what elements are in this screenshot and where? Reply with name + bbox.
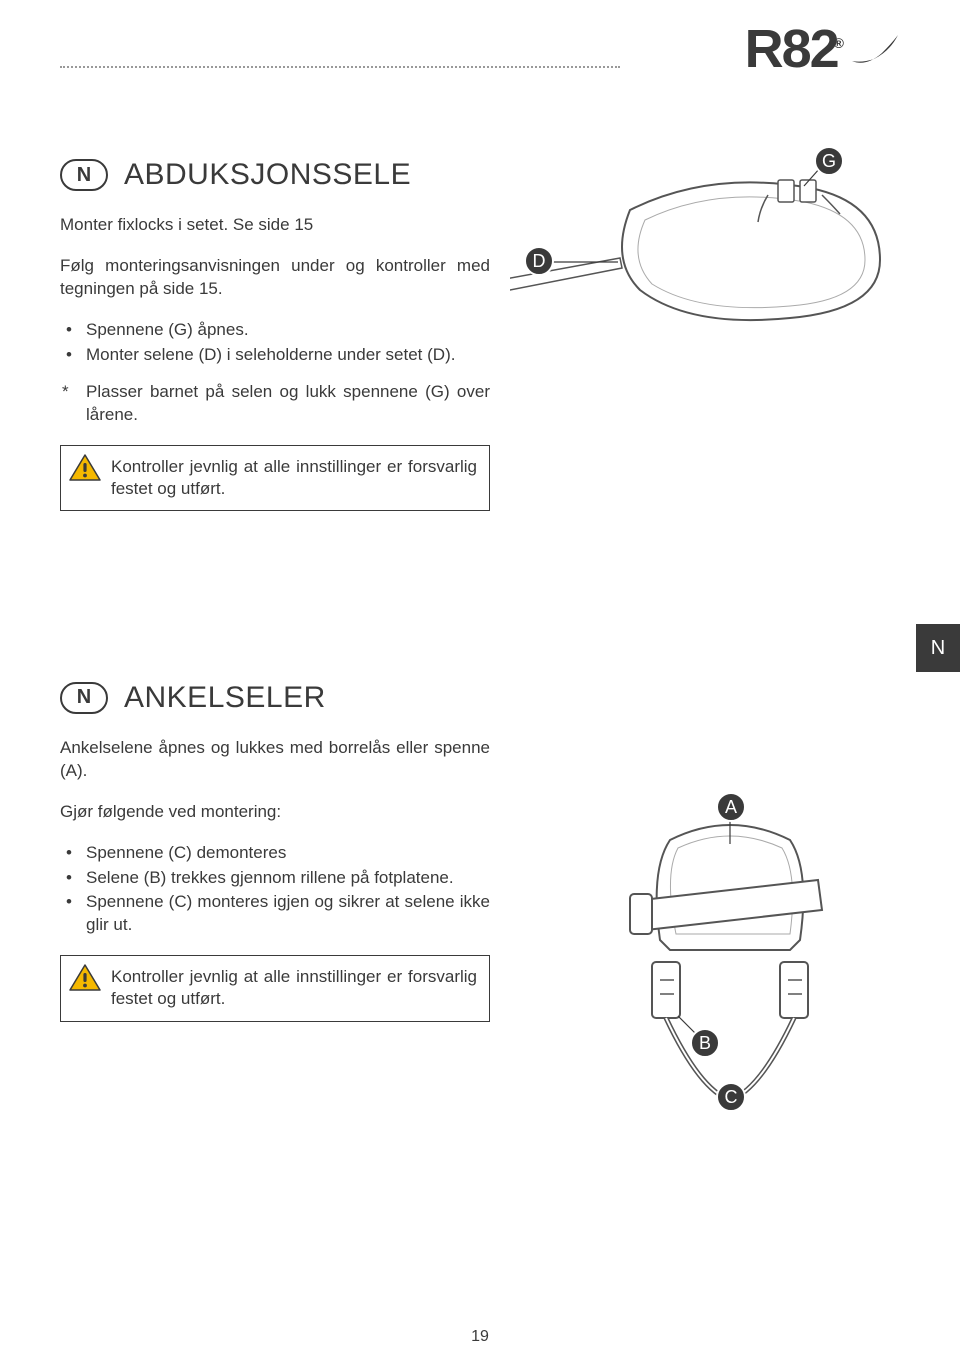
callout-c: C bbox=[716, 1082, 746, 1112]
section1-title: ABDUKSJONSSELE bbox=[124, 158, 411, 192]
swoosh-icon bbox=[848, 31, 900, 67]
section2-b1: Spennene (C) demonteres bbox=[60, 842, 490, 865]
side-tab: N bbox=[916, 624, 960, 672]
section2-p1: Ankelselene åpnes og lukkes med borrelås… bbox=[60, 737, 490, 783]
section1-p2: Følg monteringsanvisningen under og kont… bbox=[60, 255, 490, 301]
page-number: 19 bbox=[471, 1328, 489, 1346]
callout-b: B bbox=[690, 1028, 720, 1058]
section1-b1: Spennene (G) åpnes. bbox=[60, 319, 490, 342]
section1-star: Plasser barnet på selen og lukk spennene… bbox=[60, 381, 490, 427]
section1-badge: N bbox=[60, 159, 108, 191]
illustration-ankle: A B C bbox=[590, 790, 870, 1140]
section1-p1: Monter fixlocks i setet. Se side 15 bbox=[60, 214, 490, 237]
section2-bullets: Spennene (C) demonteres Selene (B) trekk… bbox=[60, 842, 490, 938]
brand-reg: ® bbox=[834, 35, 842, 51]
callout-a: A bbox=[716, 792, 746, 822]
callout-g: G bbox=[814, 146, 844, 176]
section2-warning: Kontroller jevnlig at alle innstillinger… bbox=[60, 955, 490, 1021]
section1-bullets: Spennene (G) åpnes. Monter selene (D) i … bbox=[60, 319, 490, 367]
brand-name: R82® bbox=[745, 18, 842, 80]
header-rule bbox=[60, 66, 620, 68]
section1-body: Monter fixlocks i setet. Se side 15 Følg… bbox=[60, 214, 490, 427]
section2-warn-text: Kontroller jevnlig at alle innstillinger… bbox=[111, 966, 477, 1010]
section2-p2: Gjør følgende ved montering: bbox=[60, 801, 490, 824]
section2-badge: N bbox=[60, 682, 108, 714]
callout-d: D bbox=[524, 246, 554, 276]
brand-logo: R82® bbox=[745, 18, 900, 80]
section2-header: N ANKELSELER bbox=[60, 681, 900, 715]
section2-title: ANKELSELER bbox=[124, 681, 326, 715]
section2-b2: Selene (B) trekkes gjennom rillene på fo… bbox=[60, 867, 490, 890]
section1-b2: Monter selene (D) i seleholderne under s… bbox=[60, 344, 490, 367]
illustration-harness: D G bbox=[510, 150, 910, 350]
warning-icon bbox=[69, 964, 101, 992]
warning-icon bbox=[69, 454, 101, 482]
section1-warning: Kontroller jevnlig at alle innstillinger… bbox=[60, 445, 490, 511]
section2-body: Ankelselene åpnes og lukkes med borrelås… bbox=[60, 737, 490, 938]
brand-name-text: R82 bbox=[745, 19, 838, 79]
section2-b3: Spennene (C) monteres igjen og sikrer at… bbox=[60, 891, 490, 937]
section1-warn-text: Kontroller jevnlig at alle innstillinger… bbox=[111, 456, 477, 500]
